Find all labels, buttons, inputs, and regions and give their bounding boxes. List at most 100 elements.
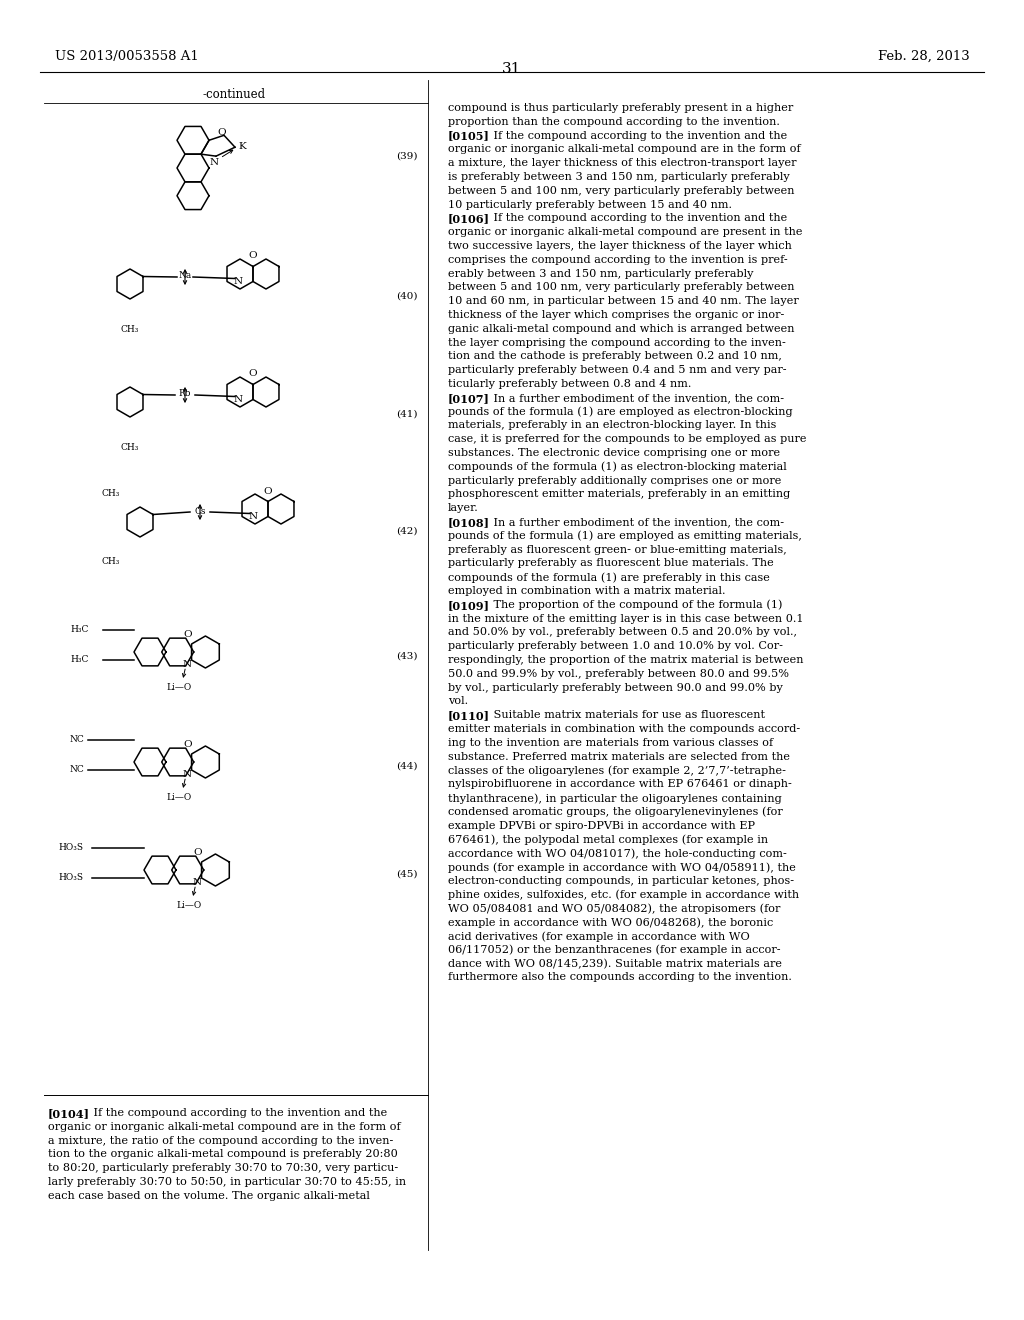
Text: thylanthracene), in particular the oligoarylenes containing: thylanthracene), in particular the oligo… xyxy=(449,793,781,804)
Text: particularly preferably between 0.4 and 5 nm and very par-: particularly preferably between 0.4 and … xyxy=(449,366,786,375)
Text: proportion than the compound according to the invention.: proportion than the compound according t… xyxy=(449,116,780,127)
Text: (42): (42) xyxy=(396,527,418,536)
Text: nylspirobifluorene in accordance with EP 676461 or dinaph-: nylspirobifluorene in accordance with EP… xyxy=(449,779,792,789)
Text: a mixture, the layer thickness of this electron-transport layer: a mixture, the layer thickness of this e… xyxy=(449,158,797,168)
Text: Rb: Rb xyxy=(179,389,191,399)
Text: comprises the compound according to the invention is pref-: comprises the compound according to the … xyxy=(449,255,787,265)
Text: example in accordance with WO 06/048268), the boronic: example in accordance with WO 06/048268)… xyxy=(449,917,773,928)
Text: condensed aromatic groups, the oligoarylenevinylenes (for: condensed aromatic groups, the oligoaryl… xyxy=(449,807,782,817)
Text: N: N xyxy=(210,157,218,166)
Text: K: K xyxy=(238,141,246,150)
Text: Na: Na xyxy=(178,272,191,281)
Text: vol.: vol. xyxy=(449,697,468,706)
Text: erably between 3 and 150 nm, particularly preferably: erably between 3 and 150 nm, particularl… xyxy=(449,268,754,279)
Text: electron-conducting compounds, in particular ketones, phos-: electron-conducting compounds, in partic… xyxy=(449,875,794,886)
Text: O: O xyxy=(193,847,202,857)
Text: US 2013/0053558 A1: US 2013/0053558 A1 xyxy=(55,50,199,63)
Text: If the compound according to the invention and the: If the compound according to the inventi… xyxy=(479,214,787,223)
Text: In a further embodiment of the invention, the com-: In a further embodiment of the invention… xyxy=(479,393,784,403)
Text: by vol., particularly preferably between 90.0 and 99.0% by: by vol., particularly preferably between… xyxy=(449,682,783,693)
Text: O: O xyxy=(263,487,272,495)
Text: The proportion of the compound of the formula (1): The proportion of the compound of the fo… xyxy=(479,599,782,610)
Text: [0104]: [0104] xyxy=(48,1107,90,1119)
Text: two successive layers, the layer thickness of the layer which: two successive layers, the layer thickne… xyxy=(449,242,792,251)
Text: (43): (43) xyxy=(396,652,418,661)
Text: organic or inorganic alkali-metal compound are in the form of: organic or inorganic alkali-metal compou… xyxy=(449,144,801,154)
Text: and 50.0% by vol., preferably between 0.5 and 20.0% by vol.,: and 50.0% by vol., preferably between 0.… xyxy=(449,627,797,638)
Text: If the compound according to the invention and the: If the compound according to the inventi… xyxy=(79,1107,387,1118)
Text: ganic alkali-metal compound and which is arranged between: ganic alkali-metal compound and which is… xyxy=(449,323,795,334)
Text: CH₃: CH₃ xyxy=(121,444,139,451)
Text: compound is thus particularly preferably present in a higher: compound is thus particularly preferably… xyxy=(449,103,794,114)
Text: 50.0 and 99.9% by vol., preferably between 80.0 and 99.5%: 50.0 and 99.9% by vol., preferably betwe… xyxy=(449,669,790,678)
Text: (40): (40) xyxy=(396,292,418,301)
Text: O: O xyxy=(249,252,257,260)
Text: substances. The electronic device comprising one or more: substances. The electronic device compri… xyxy=(449,447,780,458)
Text: emitter materials in combination with the compounds accord-: emitter materials in combination with th… xyxy=(449,723,800,734)
Text: tion and the cathode is preferably between 0.2 and 10 nm,: tion and the cathode is preferably betwe… xyxy=(449,351,782,362)
Text: preferably as fluorescent green- or blue-emitting materials,: preferably as fluorescent green- or blue… xyxy=(449,545,786,554)
Text: compounds of the formula (1) are preferably in this case: compounds of the formula (1) are prefera… xyxy=(449,572,770,582)
Text: organic or inorganic alkali-metal compound are present in the: organic or inorganic alkali-metal compou… xyxy=(449,227,803,238)
Text: 676461), the polypodal metal complexes (for example in: 676461), the polypodal metal complexes (… xyxy=(449,834,768,845)
Text: N: N xyxy=(233,277,243,286)
Text: a mixture, the ratio of the compound according to the inven-: a mixture, the ratio of the compound acc… xyxy=(48,1135,393,1146)
Text: [0107]: [0107] xyxy=(449,393,489,404)
Text: If the compound according to the invention and the: If the compound according to the inventi… xyxy=(479,131,787,141)
Text: N: N xyxy=(249,512,258,521)
Text: compounds of the formula (1) as electron-blocking material: compounds of the formula (1) as electron… xyxy=(449,462,786,473)
Text: H₃C: H₃C xyxy=(70,656,88,664)
Text: phosphorescent emitter materials, preferably in an emitting: phosphorescent emitter materials, prefer… xyxy=(449,490,791,499)
Text: [0105]: [0105] xyxy=(449,131,489,141)
Text: to 80:20, particularly preferably 30:70 to 70:30, very particu-: to 80:20, particularly preferably 30:70 … xyxy=(48,1163,398,1173)
Text: thickness of the layer which comprises the organic or inor-: thickness of the layer which comprises t… xyxy=(449,310,784,319)
Text: respondingly, the proportion of the matrix material is between: respondingly, the proportion of the matr… xyxy=(449,655,804,665)
Text: Suitable matrix materials for use as fluorescent: Suitable matrix materials for use as flu… xyxy=(479,710,765,721)
Text: ing to the invention are materials from various classes of: ing to the invention are materials from … xyxy=(449,738,773,748)
Text: ticularly preferably between 0.8 and 4 nm.: ticularly preferably between 0.8 and 4 n… xyxy=(449,379,691,389)
Text: In a further embodiment of the invention, the com-: In a further embodiment of the invention… xyxy=(479,517,784,527)
Text: furthermore also the compounds according to the invention.: furthermore also the compounds according… xyxy=(449,973,792,982)
Text: Cs: Cs xyxy=(195,507,206,516)
Text: pounds of the formula (1) are employed as electron-blocking: pounds of the formula (1) are employed a… xyxy=(449,407,793,417)
Text: between 5 and 100 nm, very particularly preferably between: between 5 and 100 nm, very particularly … xyxy=(449,282,795,293)
Text: HO₃S: HO₃S xyxy=(58,874,83,883)
Text: acid derivatives (for example in accordance with WO: acid derivatives (for example in accorda… xyxy=(449,931,750,941)
Text: H₃C: H₃C xyxy=(70,626,88,635)
Text: pounds of the formula (1) are employed as emitting materials,: pounds of the formula (1) are employed a… xyxy=(449,531,802,541)
Text: between 5 and 100 nm, very particularly preferably between: between 5 and 100 nm, very particularly … xyxy=(449,186,795,195)
Text: -continued: -continued xyxy=(203,88,265,102)
Text: in the mixture of the emitting layer is in this case between 0.1: in the mixture of the emitting layer is … xyxy=(449,614,804,623)
Text: (45): (45) xyxy=(396,870,418,879)
Text: N: N xyxy=(193,878,202,887)
Text: classes of the oligoarylenes (for example 2, 2’7,7’-tetraphe-: classes of the oligoarylenes (for exampl… xyxy=(449,766,785,776)
Text: particularly preferably between 1.0 and 10.0% by vol. Cor-: particularly preferably between 1.0 and … xyxy=(449,642,783,651)
Text: tion to the organic alkali-metal compound is preferably 20:80: tion to the organic alkali-metal compoun… xyxy=(48,1150,397,1159)
Text: example DPVBi or spiro-DPVBi in accordance with EP: example DPVBi or spiro-DPVBi in accordan… xyxy=(449,821,755,830)
Text: O: O xyxy=(183,630,191,639)
Text: layer.: layer. xyxy=(449,503,479,513)
Text: [0110]: [0110] xyxy=(449,710,490,721)
Text: phine oxides, sulfoxides, etc. (for example in accordance with: phine oxides, sulfoxides, etc. (for exam… xyxy=(449,890,799,900)
Text: N: N xyxy=(182,771,191,779)
Text: NC: NC xyxy=(70,735,85,744)
Text: NC: NC xyxy=(70,766,85,775)
Text: [0109]: [0109] xyxy=(449,599,490,611)
Text: N: N xyxy=(182,660,191,669)
Text: substance. Preferred matrix materials are selected from the: substance. Preferred matrix materials ar… xyxy=(449,751,790,762)
Text: WO 05/084081 and WO 05/084082), the atropisomers (for: WO 05/084081 and WO 05/084082), the atro… xyxy=(449,903,780,913)
Text: 31: 31 xyxy=(503,62,521,77)
Text: 10 particularly preferably between 15 and 40 nm.: 10 particularly preferably between 15 an… xyxy=(449,199,732,210)
Text: (44): (44) xyxy=(396,762,418,771)
Text: CH₃: CH₃ xyxy=(101,488,120,498)
Text: (41): (41) xyxy=(396,411,418,418)
Text: Feb. 28, 2013: Feb. 28, 2013 xyxy=(879,50,970,63)
Text: O: O xyxy=(249,370,257,379)
Text: CH₃: CH₃ xyxy=(121,325,139,334)
Text: Li—O: Li—O xyxy=(167,793,191,801)
Text: O: O xyxy=(183,741,191,748)
Text: dance with WO 08/145,239). Suitable matrix materials are: dance with WO 08/145,239). Suitable matr… xyxy=(449,958,782,969)
Text: [0108]: [0108] xyxy=(449,517,490,528)
Text: the layer comprising the compound according to the inven-: the layer comprising the compound accord… xyxy=(449,338,785,347)
Text: CH₃: CH₃ xyxy=(101,557,120,566)
